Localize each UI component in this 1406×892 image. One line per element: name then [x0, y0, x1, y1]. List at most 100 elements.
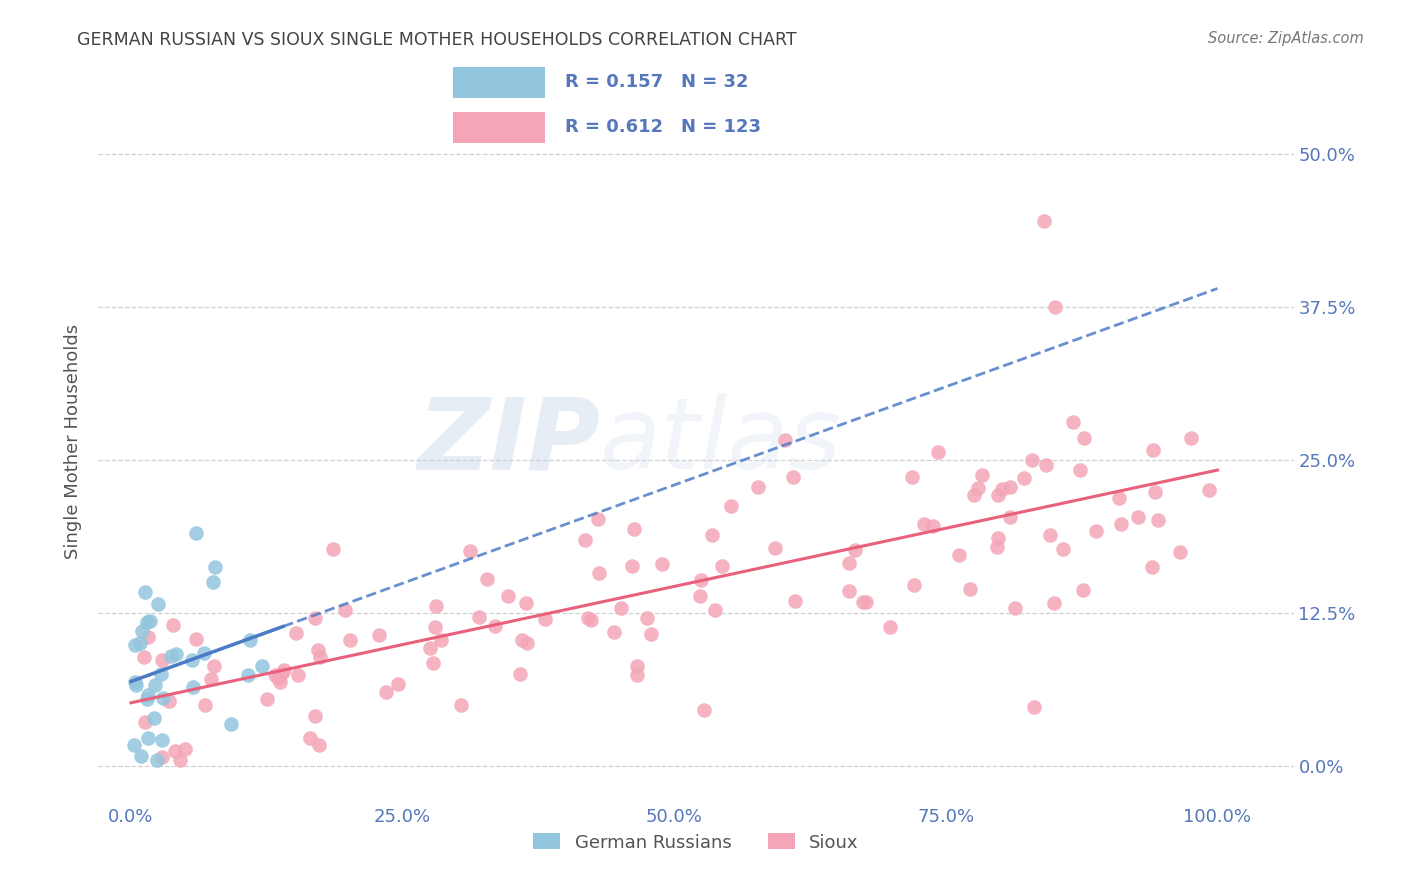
Point: [1073, 431, 1095, 445]
Point: [186, 632, 208, 646]
Point: [138, 731, 160, 745]
Point: [162, 618, 184, 632]
Point: [855, 595, 877, 609]
Point: [640, 626, 662, 640]
Point: [710, 559, 733, 574]
Point: [122, 738, 145, 752]
Point: [1109, 517, 1132, 532]
Point: [264, 667, 287, 681]
Point: [256, 691, 278, 706]
Point: [425, 599, 447, 614]
Point: [1108, 491, 1130, 506]
Point: [623, 522, 645, 536]
Point: [747, 480, 769, 494]
Point: [250, 659, 273, 673]
Point: [146, 597, 169, 611]
Point: [773, 433, 796, 447]
Point: [304, 611, 326, 625]
Point: [131, 749, 153, 764]
Point: [425, 620, 447, 634]
Point: [193, 646, 215, 660]
Point: [419, 641, 441, 656]
Point: [136, 692, 159, 706]
Point: [307, 643, 329, 657]
Text: N = 32: N = 32: [681, 73, 748, 91]
Text: N = 123: N = 123: [681, 119, 761, 136]
Point: [1084, 524, 1107, 538]
Point: [322, 541, 344, 556]
Point: [124, 678, 146, 692]
Point: [785, 594, 807, 608]
Point: [1052, 541, 1074, 556]
Text: ZIP: ZIP: [418, 393, 600, 490]
Point: [304, 708, 326, 723]
Point: [927, 445, 949, 459]
Text: Source: ZipAtlas.com: Source: ZipAtlas.com: [1208, 31, 1364, 46]
Legend: German Russians, Sioux: German Russians, Sioux: [526, 826, 866, 859]
Point: [987, 531, 1010, 545]
Point: [475, 572, 498, 586]
Point: [430, 632, 453, 647]
Point: [844, 542, 866, 557]
Point: [183, 680, 205, 694]
Point: [1032, 214, 1054, 228]
Point: [267, 672, 290, 686]
Point: [959, 582, 981, 597]
Point: [150, 653, 173, 667]
Point: [626, 659, 648, 673]
Point: [991, 482, 1014, 496]
Point: [1043, 300, 1066, 314]
Point: [173, 741, 195, 756]
Point: [1071, 582, 1094, 597]
Point: [181, 653, 204, 667]
Point: [134, 715, 156, 730]
Point: [308, 738, 330, 752]
Point: [138, 614, 160, 628]
FancyBboxPatch shape: [453, 67, 546, 97]
Point: [124, 638, 146, 652]
Point: [1042, 596, 1064, 610]
Point: [157, 694, 180, 708]
Point: [970, 468, 993, 483]
Point: [1180, 431, 1202, 445]
Point: [720, 499, 742, 513]
Text: GERMAN RUSSIAN VS SIOUX SINGLE MOTHER HOUSEHOLDS CORRELATION CHART: GERMAN RUSSIAN VS SIOUX SINGLE MOTHER HO…: [77, 31, 797, 49]
Point: [135, 615, 157, 630]
Point: [512, 633, 534, 648]
Point: [763, 541, 786, 555]
Point: [450, 698, 472, 712]
Point: [703, 603, 725, 617]
Point: [374, 685, 396, 699]
Point: [1039, 527, 1062, 541]
Point: [387, 677, 409, 691]
Point: [509, 667, 531, 681]
Point: [186, 526, 208, 541]
Point: [146, 753, 169, 767]
Point: [160, 648, 183, 663]
Y-axis label: Single Mother Households: Single Mother Households: [65, 324, 83, 559]
Point: [782, 470, 804, 484]
Point: [588, 566, 610, 580]
Point: [169, 753, 191, 767]
Point: [143, 677, 166, 691]
Point: [963, 488, 986, 502]
Point: [194, 698, 217, 713]
Point: [134, 650, 156, 665]
Point: [131, 624, 153, 639]
Point: [636, 611, 658, 625]
Point: [574, 533, 596, 548]
Point: [702, 527, 724, 541]
Point: [1140, 560, 1163, 574]
Point: [1021, 453, 1043, 467]
Point: [484, 619, 506, 633]
Point: [1126, 510, 1149, 524]
Point: [690, 573, 713, 587]
Point: [339, 632, 361, 647]
Point: [852, 595, 875, 609]
Point: [367, 628, 389, 642]
Point: [534, 612, 557, 626]
Point: [271, 665, 294, 680]
Point: [150, 732, 173, 747]
Point: [1198, 483, 1220, 497]
Point: [903, 578, 925, 592]
